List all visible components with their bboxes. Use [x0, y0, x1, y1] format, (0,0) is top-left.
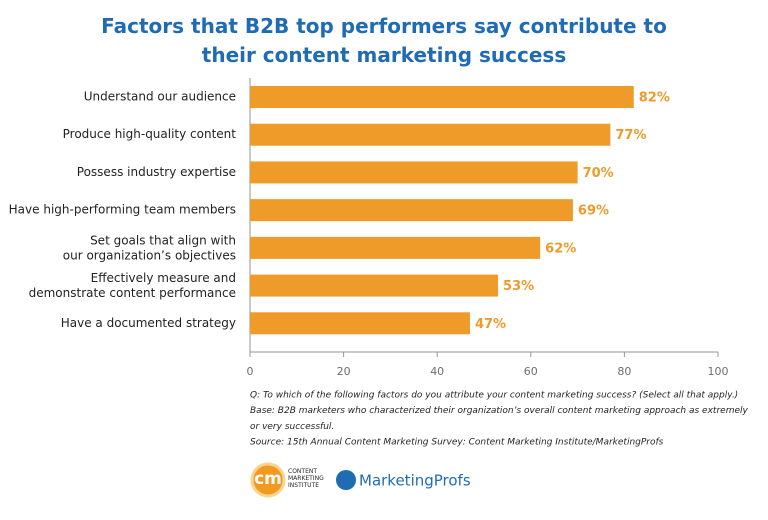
x-tick-label: 0	[247, 365, 254, 378]
y-tick-label: Produce high-quality content	[63, 127, 237, 141]
value-label: 53%	[503, 279, 534, 294]
profs-logo-icon	[336, 470, 356, 490]
cmi-logo-circle	[250, 462, 286, 498]
bar	[250, 312, 470, 335]
y-tick-label: Understand our audience	[84, 90, 236, 104]
value-label: 82%	[639, 91, 670, 106]
profs-logo-name: MarketingProfs	[359, 472, 471, 490]
value-label: 69%	[578, 204, 609, 219]
footnote: Q: To which of the following factors do …	[250, 391, 738, 401]
bar	[250, 86, 634, 108]
x-tick-label: 60	[524, 365, 538, 378]
value-label: 62%	[545, 241, 576, 256]
bar	[250, 199, 573, 222]
y-tick-label: Have high-performing team members	[9, 203, 236, 217]
y-tick-label: Have a documented strategy	[61, 316, 236, 330]
y-tick-label: Set goals that align with our organizatio…	[63, 233, 236, 262]
bar	[250, 123, 611, 146]
footnote: or very successful.	[250, 422, 334, 432]
x-tick-label: 80	[617, 365, 631, 378]
x-tick-label: 20	[337, 365, 351, 378]
footnote: Base: B2B marketers who characterized th…	[250, 406, 748, 416]
bar	[250, 236, 541, 259]
bar	[250, 274, 499, 297]
value-label: 77%	[615, 128, 646, 143]
cmi-logo-name: CONTENT MARKETING INSTITUTE	[288, 468, 324, 489]
y-tick-label: Possess industry expertise	[77, 165, 236, 179]
bar	[250, 161, 578, 184]
chart-title: Factors that B2B top performers say cont…	[101, 14, 667, 67]
y-tick-label: Effectively measure and demonstrate conte…	[29, 271, 236, 300]
x-tick-label: 100	[708, 365, 729, 378]
value-label: 70%	[583, 166, 614, 181]
cmi-logo-mark: cm	[254, 469, 282, 489]
footnote: Source: 15th Annual Content Marketing Su…	[250, 438, 664, 448]
value-label: 47%	[475, 317, 506, 332]
x-tick-label: 40	[430, 365, 444, 378]
